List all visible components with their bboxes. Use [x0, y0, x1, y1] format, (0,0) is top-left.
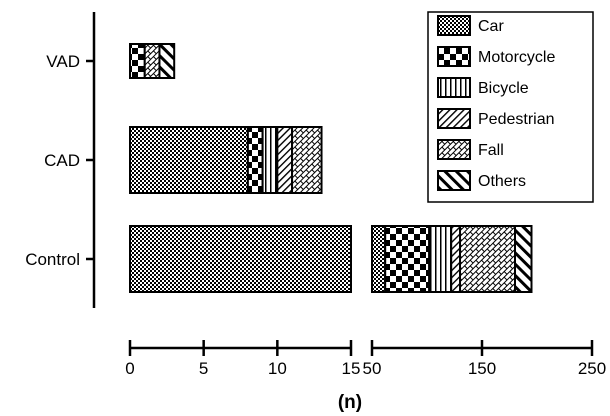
bar-control-pedestrian-seg1	[450, 225, 462, 293]
bar-control-motorcycle-seg1	[384, 225, 431, 293]
bar-control-car-seg0	[129, 225, 352, 293]
x-tick-label-150: 150	[468, 359, 496, 378]
legend-label-car: Car	[478, 18, 504, 35]
legend-swatch-others	[437, 170, 471, 191]
x-tick-label-250: 250	[578, 359, 606, 378]
category-label-control: Control	[25, 250, 80, 269]
bar-vad-motorcycle-seg0	[129, 43, 146, 79]
bar-cad-car-seg0	[129, 126, 249, 194]
bar-control-fall-seg1	[459, 225, 516, 293]
bar-vad-fall-seg0	[143, 43, 161, 79]
legend-swatch-motorcycle	[437, 46, 471, 67]
x-axis-title: (n)	[338, 392, 362, 413]
legend: Car Motorcycle Bicycle Pedestrian Fall Others	[427, 11, 594, 203]
bar-control-others-seg1	[514, 225, 533, 293]
x-tick-label-15: 15	[342, 359, 361, 378]
x-tick-label-50: 50	[363, 359, 382, 378]
legend-swatch-pedestrian	[437, 108, 471, 129]
legend-swatch-car	[437, 15, 471, 36]
x-tick-label-0: 0	[125, 359, 134, 378]
category-label-cad: CAD	[44, 151, 80, 170]
x-tick-label-5: 5	[199, 359, 208, 378]
bar-vad-others-seg0	[158, 43, 176, 79]
bar-control-car-seg1	[371, 225, 387, 293]
bar-cad-pedestrian-seg0	[276, 126, 294, 194]
bar-cad-fall-seg0	[291, 126, 323, 194]
legend-label-pedestrian: Pedestrian	[478, 111, 555, 128]
bar-control-bicycle-seg1	[428, 225, 453, 293]
legend-swatch-fall	[437, 139, 471, 160]
x-tick-label-10: 10	[268, 359, 287, 378]
bar-cad-motorcycle-seg0	[246, 126, 264, 194]
category-label-vad: VAD	[46, 52, 80, 71]
legend-label-fall: Fall	[478, 142, 504, 159]
legend-label-bicycle: Bicycle	[478, 80, 529, 97]
legend-label-motorcycle: Motorcycle	[478, 49, 555, 66]
legend-swatch-bicycle	[437, 77, 471, 98]
bar-cad-bicycle-seg0	[261, 126, 279, 194]
legend-label-others: Others	[478, 173, 526, 190]
